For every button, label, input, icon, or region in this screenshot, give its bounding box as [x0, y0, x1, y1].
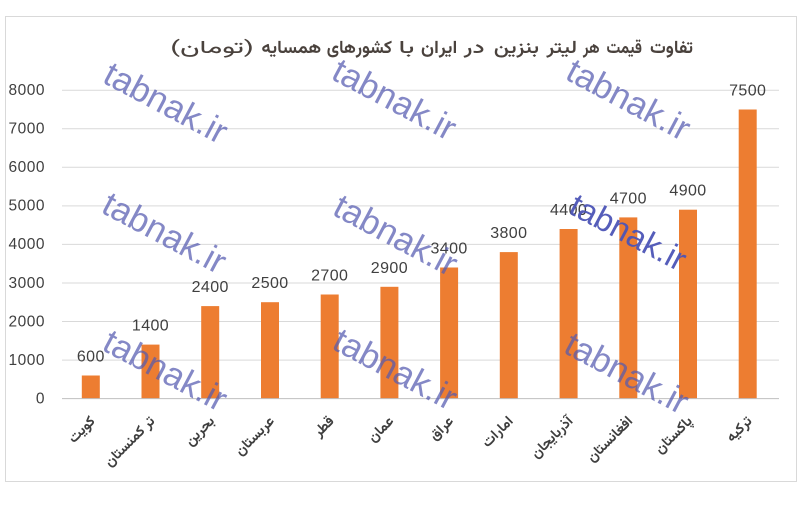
- svg-text:4900: 4900: [669, 183, 706, 200]
- svg-text:2500: 2500: [251, 275, 288, 292]
- svg-text:2000: 2000: [9, 313, 45, 330]
- svg-text:4700: 4700: [610, 190, 647, 207]
- svg-text:1400: 1400: [132, 318, 169, 335]
- svg-text:2400: 2400: [192, 279, 229, 296]
- svg-text:4000: 4000: [9, 236, 45, 253]
- svg-text:3000: 3000: [9, 275, 45, 292]
- svg-text:0: 0: [36, 390, 45, 407]
- svg-text:4400: 4400: [550, 202, 587, 219]
- svg-text:7500: 7500: [729, 83, 766, 100]
- svg-text:6000: 6000: [9, 159, 45, 176]
- svg-text:1000: 1000: [9, 352, 45, 369]
- svg-text:600: 600: [77, 349, 105, 366]
- svg-text:8000: 8000: [9, 82, 45, 99]
- svg-text:3800: 3800: [490, 225, 527, 242]
- svg-text:5000: 5000: [9, 198, 45, 215]
- svg-text:7000: 7000: [9, 121, 45, 138]
- svg-text:2700: 2700: [311, 268, 348, 285]
- svg-text:2900: 2900: [371, 260, 408, 277]
- svg-text:3400: 3400: [430, 241, 467, 258]
